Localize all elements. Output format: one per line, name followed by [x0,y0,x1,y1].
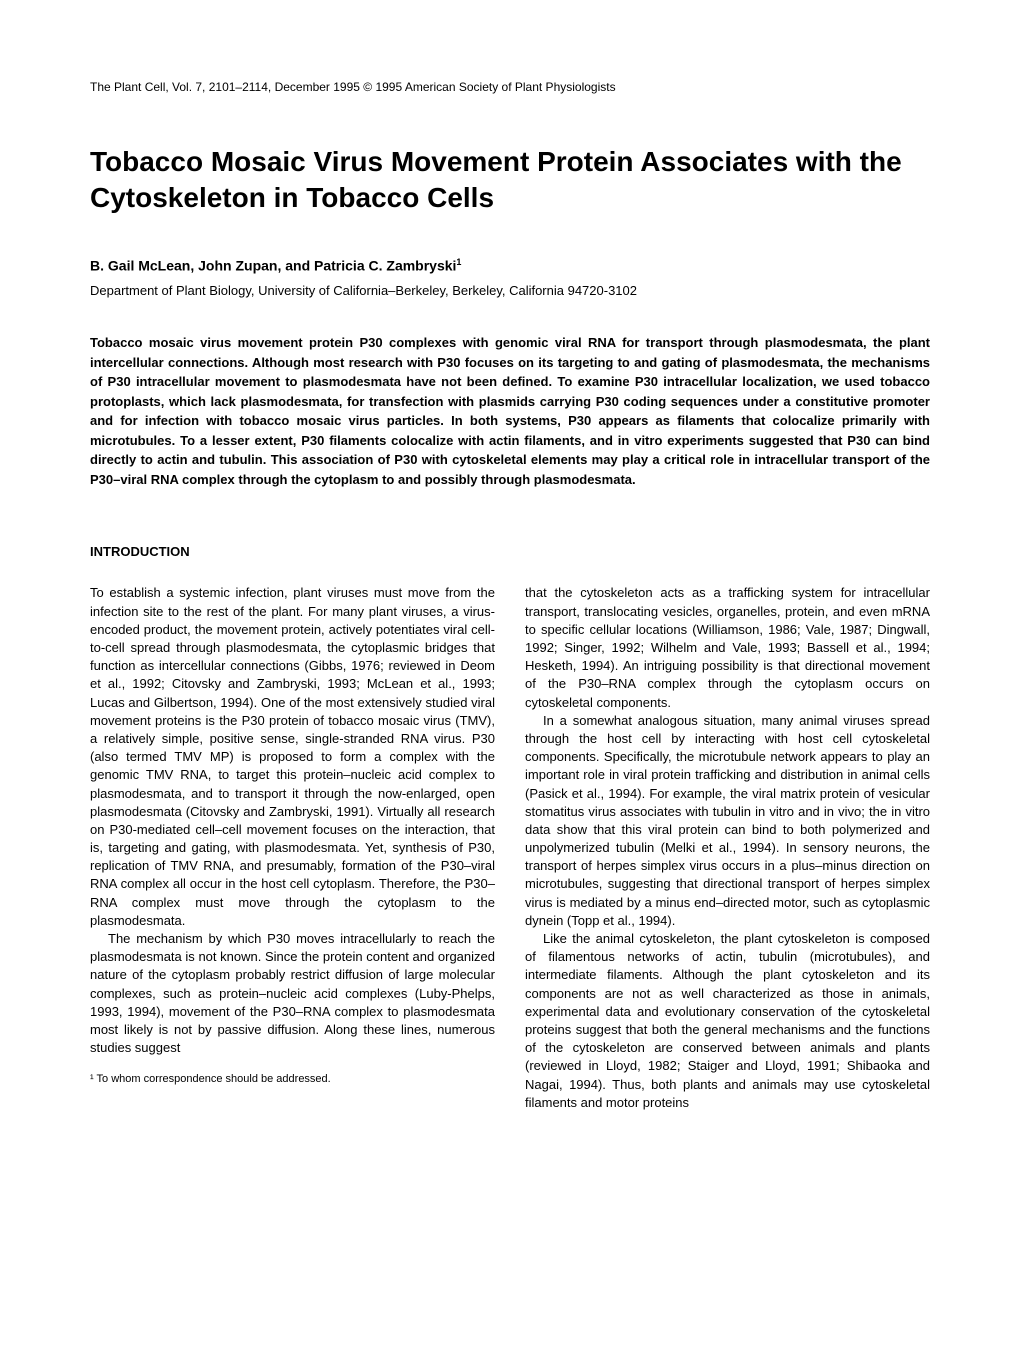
correspondence-footnote: ¹ To whom correspondence should be addre… [90,1072,495,1087]
paragraph-5: Like the animal cytoskeleton, the plant … [525,930,930,1112]
author-footnote-marker: 1 [456,257,461,267]
abstract: Tobacco mosaic virus movement protein P3… [90,333,930,489]
affiliation: Department of Plant Biology, University … [90,283,930,298]
article-title: Tobacco Mosaic Virus Movement Protein As… [90,144,930,217]
journal-header: The Plant Cell, Vol. 7, 2101–2114, Decem… [90,80,930,94]
authors-line: B. Gail McLean, John Zupan, and Patricia… [90,257,930,274]
paragraph-1: To establish a systemic infection, plant… [90,584,495,930]
paragraph-4: In a somewhat analogous situation, many … [525,712,930,930]
authors-text: B. Gail McLean, John Zupan, and Patricia… [90,257,456,273]
paragraph-2: The mechanism by which P30 moves intrace… [90,930,495,1057]
body-text-columns: To establish a systemic infection, plant… [90,584,930,1111]
section-heading-introduction: INTRODUCTION [90,544,930,559]
paragraph-3: that the cytoskeleton acts as a traffick… [525,584,930,711]
